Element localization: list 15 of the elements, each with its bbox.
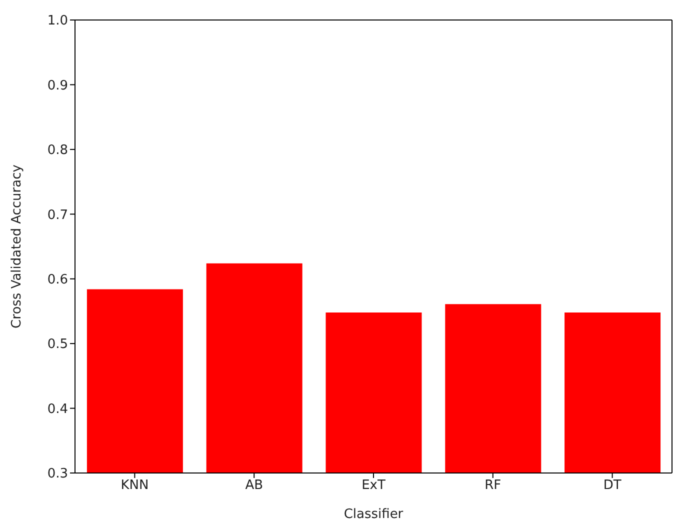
x-tick-label: KNN [120,478,149,494]
x-axis-title: Classifier [344,507,404,522]
x-tick-label: AB [245,478,264,494]
y-tick-label: 0.8 [47,143,68,158]
y-tick-label: 1.0 [47,14,68,29]
x-tick-label: RF [484,478,502,494]
y-tick-label: 0.9 [47,78,68,94]
y-axis-title: Cross Validated Accuracy [10,164,25,328]
y-tick-label: 0.6 [47,272,68,288]
x-tick-label: ExT [362,478,386,494]
y-tick-label: 0.4 [47,402,68,417]
y-tick-label: 0.3 [47,466,68,482]
x-tick-label: DT [603,478,622,494]
y-tick-label: 0.7 [47,208,68,223]
y-tick-label: 0.5 [47,337,68,352]
